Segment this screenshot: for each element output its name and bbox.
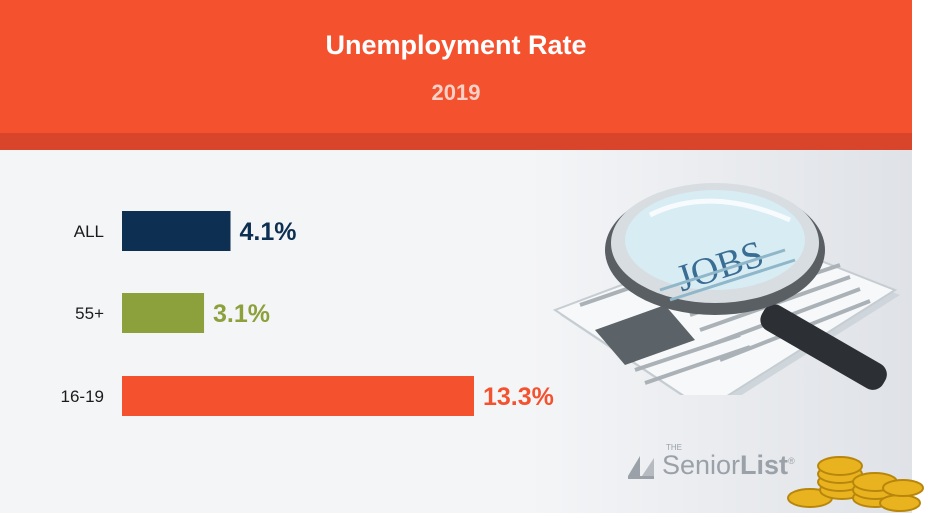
category-label: 55+ xyxy=(75,304,104,323)
value-label: 4.1% xyxy=(240,218,297,246)
book-logo-icon xyxy=(628,456,654,479)
magnifier-newspaper-illustration: JOBS xyxy=(552,183,900,395)
brand-name: SeniorList® xyxy=(662,450,795,481)
header-banner: Unemployment Rate 2019 xyxy=(0,0,912,150)
brand-name-light: Senior xyxy=(662,449,741,480)
chart-title: Unemployment Rate xyxy=(325,30,587,60)
magnifying-glass-icon: JOBS xyxy=(605,183,887,390)
header-stripe xyxy=(0,133,912,150)
brand-logo: THE SeniorList® xyxy=(626,443,795,485)
brand-the: THE xyxy=(666,443,682,452)
value-label: 13.3% xyxy=(483,383,554,411)
brand-name-bold: List xyxy=(740,449,789,480)
category-label: ALL xyxy=(74,222,104,241)
brand-registered: ® xyxy=(788,455,795,466)
category-label: 16-19 xyxy=(61,387,104,406)
value-label: 3.1% xyxy=(213,300,270,328)
bar xyxy=(122,211,231,251)
gold-coins-icon xyxy=(787,456,924,512)
bar xyxy=(122,376,474,416)
chart-subtitle: 2019 xyxy=(431,80,481,105)
bar xyxy=(122,293,205,333)
bar-chart: ALL 4.1% 55+ 3.1% 16-19 13.3% xyxy=(61,211,554,416)
